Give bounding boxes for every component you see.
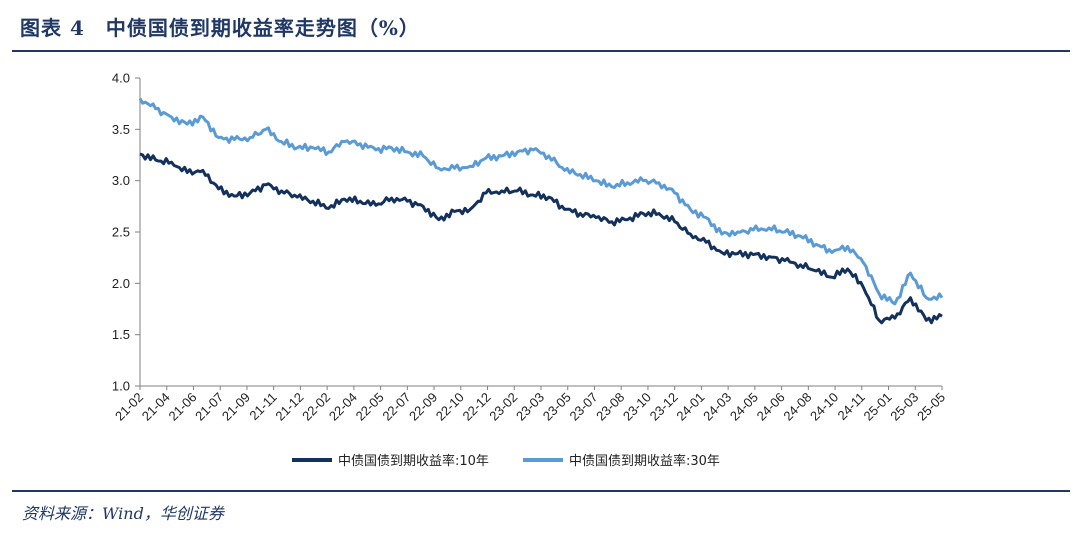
- source-note: 资料来源：Wind，华创证券: [22, 504, 224, 523]
- x-tick-label: 22-09: [406, 390, 440, 424]
- x-tick-label: 25-03: [887, 390, 921, 424]
- x-tick-label: 23-05: [540, 390, 574, 424]
- x-tick-label: 24-03: [700, 390, 734, 424]
- x-tick-label: 21-07: [192, 390, 226, 424]
- y-tick-label: 1.0: [112, 379, 130, 394]
- chart-legend: 中债国债到期收益率:10年 中债国债到期收益率:30年: [292, 453, 720, 469]
- legend-label-10y: 中债国债到期收益率:10年: [338, 453, 489, 469]
- x-tick-label: 24-10: [807, 390, 841, 424]
- series-line-10y: [139, 152, 943, 325]
- x-tick-label: 23-07: [566, 390, 600, 424]
- y-tick-label: 3.5: [112, 122, 130, 137]
- y-tick-label: 3.0: [112, 173, 130, 188]
- x-tick-label: 21-02: [112, 390, 146, 424]
- x-tick-label: 23-02: [486, 390, 520, 424]
- y-tick-label: 2.5: [112, 225, 130, 240]
- x-tick-label: 21-06: [165, 390, 199, 424]
- x-tick-label: 22-04: [326, 390, 360, 424]
- x-tick-label: 21-12: [272, 390, 306, 424]
- x-tick-label: 25-01: [861, 390, 895, 424]
- source-divider: [12, 490, 1070, 492]
- x-tick-label: 24-01: [673, 390, 707, 424]
- x-tick-label: 23-03: [513, 390, 547, 424]
- title-divider: [12, 50, 1070, 52]
- y-tick-label: 2.0: [112, 276, 130, 291]
- x-tick-label: 24-06: [754, 390, 788, 424]
- x-tick-label: 22-12: [460, 390, 494, 424]
- series-lines: [138, 97, 944, 325]
- x-tick-label: 25-05: [914, 390, 948, 424]
- x-tick-label: 21-11: [246, 390, 279, 423]
- y-axis-ticks: 1.0 1.5 2.0 2.5 3.0 3.5 4.0: [112, 71, 140, 394]
- chart-axes: [139, 78, 942, 387]
- y-tick-label: 4.0: [112, 71, 130, 86]
- x-tick-label: 22-07: [379, 390, 413, 424]
- x-axis-ticks: 21-0221-0421-0621-0721-0921-1121-1222-02…: [112, 386, 948, 424]
- x-tick-label: 21-09: [219, 390, 253, 424]
- series-line-30y: [138, 97, 944, 306]
- x-tick-label: 23-12: [647, 390, 681, 424]
- x-tick-label: 24-08: [780, 390, 814, 424]
- y-tick-label: 1.5: [112, 327, 130, 342]
- x-tick-label: 22-05: [353, 390, 387, 424]
- x-tick-label: 24-11: [834, 390, 867, 423]
- legend-label-30y: 中债国债到期收益率:30年: [569, 453, 720, 469]
- x-tick-label: 23-10: [620, 390, 654, 424]
- x-tick-label: 22-10: [433, 390, 467, 424]
- x-tick-label: 24-05: [727, 390, 761, 424]
- x-tick-label: 22-02: [299, 390, 333, 424]
- x-tick-label: 23-08: [593, 390, 627, 424]
- x-tick-label: 21-04: [139, 390, 173, 424]
- figure-title: 图表 4 中债国债到期收益率走势图（%）: [20, 16, 420, 40]
